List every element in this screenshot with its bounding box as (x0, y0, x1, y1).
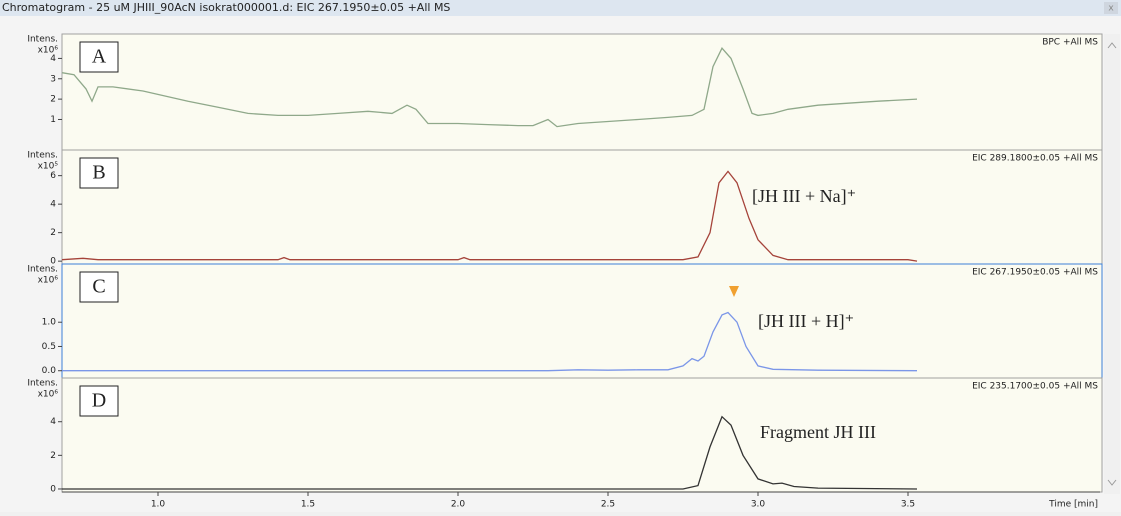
y-tick-label: 6 (50, 171, 56, 181)
y-tick-label: 2 (50, 228, 56, 238)
plot-area (61, 377, 1103, 493)
scrollbar[interactable] (1104, 34, 1120, 494)
y-axis-label: Intens. (27, 379, 58, 389)
x-tick-label: 3.5 (901, 500, 915, 510)
plot-area (61, 33, 1103, 151)
y-tick-label: 1 (50, 115, 56, 125)
y-tick-label: 2 (50, 95, 56, 105)
panel-label: A (92, 46, 107, 68)
y-axis-unit: x10⁵ (38, 162, 59, 172)
x-tick-label: 3.0 (751, 500, 766, 510)
peak-annotation: [JH III + H]⁺ (758, 311, 854, 331)
trace-line (61, 170, 918, 262)
y-tick-label: 0.0 (42, 366, 57, 376)
y-axis-unit: x10⁶ (38, 46, 59, 56)
trace-label: BPC +All MS (1042, 38, 1098, 48)
panel-label-box (79, 157, 119, 189)
trace-line (62, 415, 918, 490)
peak-marker (729, 286, 739, 297)
x-tick-label: 2.0 (451, 500, 466, 510)
x-axis-label: Time [min] (1048, 500, 1098, 510)
trace-line (62, 311, 918, 372)
panel-label-box (79, 41, 119, 73)
y-tick-label: 1.0 (42, 318, 57, 328)
trace-label: EIC 289.1800±0.05 +All MS (972, 154, 1098, 164)
window-title: Chromatogram - 25 uM JHIII_90AcN isokrat… (2, 1, 450, 14)
trace-label: EIC 235.1700±0.05 +All MS (972, 382, 1098, 392)
panel-label: D (92, 390, 106, 412)
y-axis-unit: x10⁶ (38, 276, 59, 286)
y-tick-label: 4 (50, 417, 56, 427)
y-tick-label: 2 (50, 451, 56, 461)
y-tick-label: 0 (50, 257, 56, 267)
y-axis-label: Intens. (27, 35, 58, 45)
y-axis-label: Intens. (27, 151, 58, 161)
y-tick-label: 4 (50, 54, 56, 64)
scroll-down[interactable] (1107, 479, 1117, 486)
title-bar (0, 0, 1121, 16)
panel-label: B (92, 162, 105, 184)
close-label[interactable]: x (1108, 4, 1114, 14)
scroll-up[interactable] (1107, 42, 1117, 49)
x-tick-label: 1.0 (151, 500, 166, 510)
y-tick-label: 3 (50, 74, 56, 84)
y-axis-label: Intens. (27, 265, 58, 275)
close-button[interactable] (1104, 2, 1118, 14)
trace-line (61, 47, 918, 128)
peak-annotation: [JH III + Na]⁺ (752, 186, 856, 206)
panel-label: C (92, 276, 105, 298)
plot-area (61, 149, 1103, 265)
y-tick-label: 0 (50, 484, 56, 494)
y-axis-unit: x10⁶ (38, 390, 59, 400)
trace-label: EIC 267.1950±0.05 +All MS (972, 268, 1098, 278)
x-tick-label: 1.5 (301, 500, 315, 510)
panel-label-box (79, 271, 119, 303)
x-tick-label: 2.5 (601, 500, 615, 510)
y-tick-label: 0.5 (42, 342, 56, 352)
y-tick-label: 4 (50, 200, 56, 210)
peak-annotation: Fragment JH III (760, 422, 876, 442)
panel-label-box (79, 385, 119, 417)
plot-area (61, 263, 1103, 379)
